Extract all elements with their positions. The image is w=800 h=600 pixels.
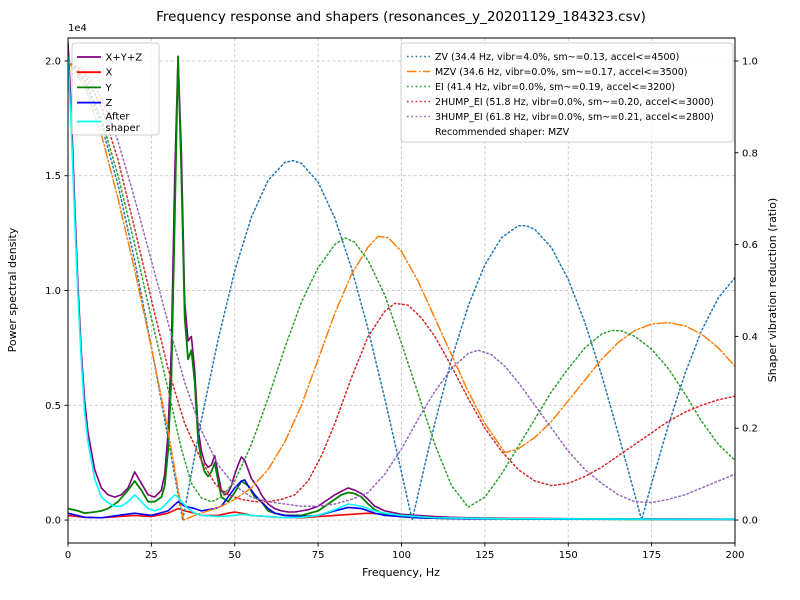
x-tick-label: 75 bbox=[312, 550, 325, 561]
legend-item: 3HUMP_EI (61.8 Hz, vibr=0.0%, sm~=0.21, … bbox=[407, 112, 714, 123]
y-right-tick-label: 0.2 bbox=[742, 424, 758, 435]
legend-label: X+Y+Z bbox=[106, 53, 143, 64]
legend-item: X+Y+Z bbox=[77, 53, 142, 64]
curve-shaper_mzv bbox=[68, 60, 735, 521]
x-tick-label: 100 bbox=[392, 550, 411, 561]
legend-item: ZV (34.4 Hz, vibr=4.0%, sm~=0.13, accel<… bbox=[407, 52, 679, 63]
legend-item: MZV (34.6 Hz, vibr=0.0%, sm~=0.17, accel… bbox=[407, 67, 687, 78]
chart-decoration-layer: 0 25 50 75 100 125 150 175 200 0.0 0.5 1.0 1.5 2.0 0.0… bbox=[45, 37, 758, 561]
y-left-tick-label: 0.5 bbox=[45, 401, 61, 412]
y-right-tick-label: 0.4 bbox=[742, 332, 758, 343]
y-right-axis-label: Shaper vibration reduction (ratio) bbox=[766, 198, 779, 382]
y-right-tick-label: 0.8 bbox=[742, 148, 758, 159]
y-right-tick-label: 0.6 bbox=[742, 240, 758, 251]
curve-psd_xyz bbox=[68, 41, 735, 520]
x-tick-label: 175 bbox=[642, 550, 661, 561]
x-axis-label: Frequency, Hz bbox=[362, 566, 440, 579]
legend-label: After bbox=[106, 112, 131, 123]
legend-item: 2HUMP_EI (51.8 Hz, vibr=0.0%, sm~=0.20, … bbox=[407, 97, 714, 108]
y-right-tick-label: 0.0 bbox=[742, 516, 758, 527]
curve-shaper_ei bbox=[68, 60, 735, 508]
y-axis-offset-text: 1e4 bbox=[68, 23, 87, 34]
legend-label: 3HUMP_EI (61.8 Hz, vibr=0.0%, sm~=0.21, … bbox=[435, 112, 714, 123]
curve-shaper_zv bbox=[68, 60, 735, 521]
y-left-tick-label: 1.5 bbox=[45, 171, 61, 182]
legend-label: MZV (34.6 Hz, vibr=0.0%, sm~=0.17, accel… bbox=[435, 67, 687, 78]
legend-label: 2HUMP_EI (51.8 Hz, vibr=0.0%, sm~=0.20, … bbox=[435, 97, 714, 108]
recommended-shaper-note: Recommended shaper: MZV bbox=[435, 127, 570, 138]
psd-legend-box bbox=[71, 42, 160, 136]
x-tick-label: 50 bbox=[228, 550, 241, 561]
y-left-tick-label: 2.0 bbox=[45, 56, 61, 67]
curve-psd_after_shaper bbox=[68, 55, 735, 520]
shaper-legend: ZV (34.4 Hz, vibr=4.0%, sm~=0.13, accel<… bbox=[400, 42, 734, 143]
legend-item: EI (41.4 Hz, vibr=0.0%, sm~=0.19, accel<… bbox=[407, 82, 675, 93]
shaper-legend-box bbox=[400, 42, 734, 143]
x-tick-label: 125 bbox=[475, 550, 494, 561]
legend-item: Y bbox=[77, 83, 113, 94]
legend-label: Z bbox=[106, 98, 113, 109]
y-left-tick-label: 1.0 bbox=[45, 286, 61, 297]
x-tick-label: 150 bbox=[559, 550, 578, 561]
x-tick-label: 200 bbox=[725, 550, 744, 561]
x-tick-label: 25 bbox=[145, 550, 158, 561]
legend-label: Y bbox=[105, 83, 113, 94]
x-tick-label: 0 bbox=[65, 550, 71, 561]
legend-label: shaper bbox=[106, 123, 141, 134]
legend-label: ZV (34.4 Hz, vibr=4.0%, sm~=0.13, accel<… bbox=[435, 52, 679, 63]
legend-item: Z bbox=[77, 98, 113, 109]
curve-shaper_3hump_ei bbox=[68, 60, 735, 508]
legend-item: X bbox=[77, 68, 113, 79]
curve-psd_y bbox=[68, 55, 735, 521]
chart-title: Frequency response and shapers (resonanc… bbox=[156, 9, 646, 25]
curve-psd_z bbox=[68, 479, 735, 521]
y-right-tick-label: 1.0 bbox=[742, 56, 758, 67]
y-left-axis-label: Power spectral density bbox=[6, 227, 19, 352]
y-left-tick-label: 0.0 bbox=[45, 516, 61, 527]
legend-label: X bbox=[106, 68, 113, 79]
legend-label: EI (41.4 Hz, vibr=0.0%, sm~=0.19, accel<… bbox=[435, 82, 675, 93]
curve-shaper_2hump_ei bbox=[68, 60, 735, 503]
